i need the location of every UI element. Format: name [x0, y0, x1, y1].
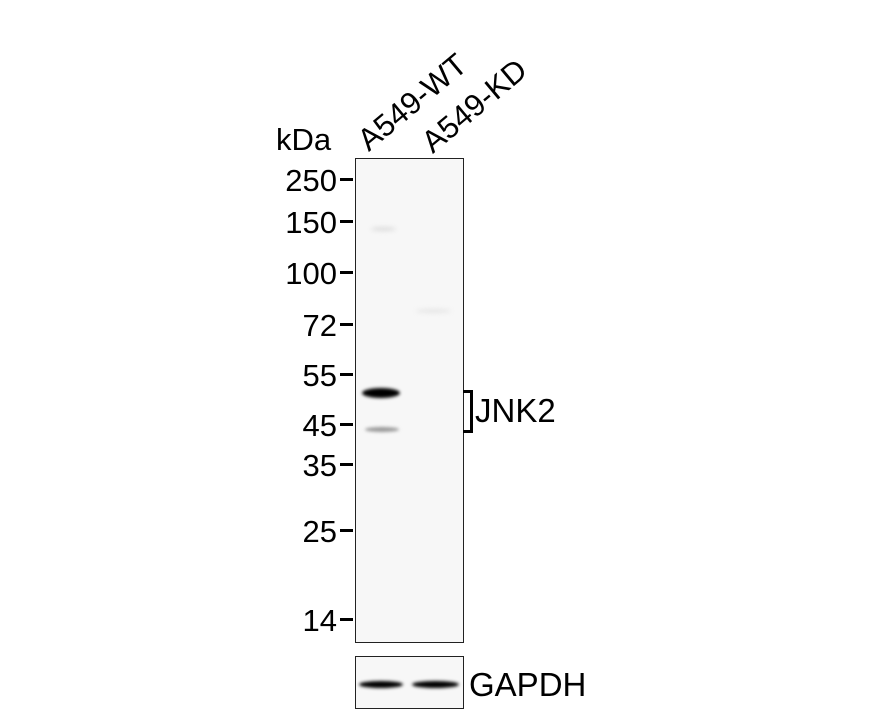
- marker-100: 100: [285, 256, 337, 291]
- kda-label: kDa: [276, 122, 332, 157]
- band-faint-150: [371, 227, 396, 231]
- loading-control-label: GAPDH: [469, 666, 587, 703]
- marker-150: 150: [285, 205, 337, 240]
- marker-14: 14: [302, 603, 337, 638]
- marker-tick: [340, 423, 353, 426]
- band-gapdh-kd: [412, 681, 459, 688]
- marker-tick: [340, 463, 353, 466]
- target-label: JNK2: [475, 392, 556, 429]
- gapdh-blot: [355, 656, 464, 709]
- marker-tick: [340, 220, 353, 223]
- marker-tick: [340, 178, 353, 181]
- marker-tick: [340, 373, 353, 376]
- marker-25: 25: [302, 514, 337, 549]
- marker-250: 250: [285, 163, 337, 198]
- marker-72: 72: [302, 308, 337, 343]
- band-gapdh-wt: [359, 681, 403, 688]
- jnk2-bracket: [463, 390, 473, 433]
- marker-tick: [340, 618, 353, 621]
- band-jnk2: [362, 388, 400, 398]
- marker-tick: [340, 323, 353, 326]
- marker-tick: [340, 271, 353, 274]
- band-lower: [365, 427, 399, 432]
- band-faint-kd: [416, 309, 451, 313]
- marker-45: 45: [302, 408, 337, 443]
- marker-tick: [340, 529, 353, 532]
- main-blot: [355, 158, 464, 643]
- marker-35: 35: [302, 448, 337, 483]
- marker-55: 55: [302, 358, 337, 393]
